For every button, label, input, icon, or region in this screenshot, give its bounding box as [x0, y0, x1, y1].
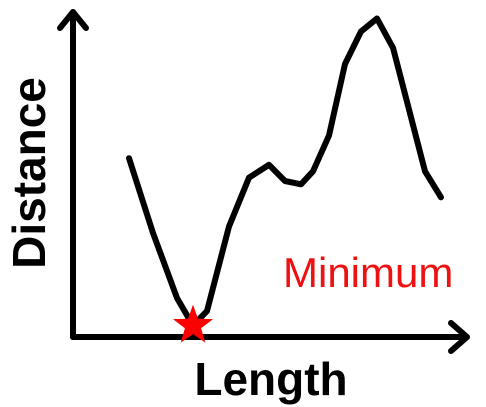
- x-axis-arrowhead: [448, 320, 470, 354]
- marker-layer: [173, 304, 213, 343]
- annotation-minimum: Minimum: [283, 249, 453, 296]
- minimum-star-marker: [173, 304, 213, 343]
- axes: [57, 9, 470, 354]
- y-axis-label: Distance: [3, 77, 55, 269]
- x-axis-label: Length: [194, 353, 347, 405]
- y-axis-arrowhead: [57, 9, 89, 31]
